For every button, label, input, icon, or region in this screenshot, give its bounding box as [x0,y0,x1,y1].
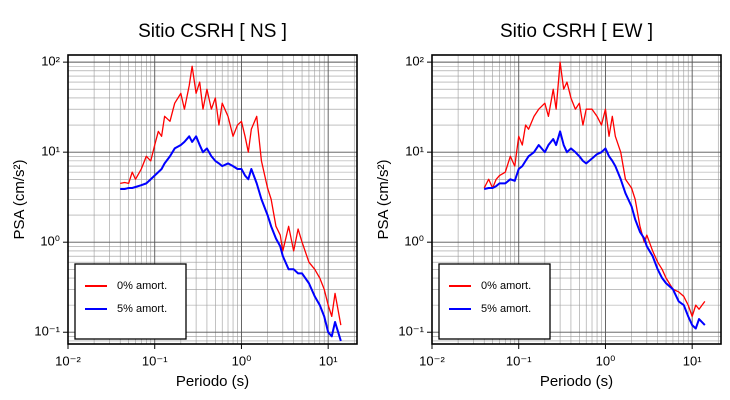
series-line [120,65,342,326]
y-tick-label: 10⁻¹ [398,324,424,339]
x-tick-label: 10⁻² [55,353,81,368]
x-tick-label: 10¹ [683,353,702,368]
y-axis-label: PSA (cm/s²) [11,159,28,239]
y-tick-label: 10² [405,54,424,69]
legend-label: 0% amort. [481,280,531,292]
x-tick-label: 10⁰ [596,353,616,368]
plot-frame [67,54,358,345]
x-tick-label: 10⁻² [419,353,445,368]
legend-label: 0% amort. [117,280,167,292]
x-axis-label: Periodo (s) [176,373,249,390]
x-tick-label: 10⁰ [232,353,252,368]
x-tick-label: 10⁻¹ [506,353,532,368]
x-tick-label: 10¹ [319,353,338,368]
y-tick-label: 10¹ [405,144,424,159]
y-tick-label: 10⁻¹ [34,324,60,339]
x-axis-label: Periodo (s) [540,373,613,390]
legend-label: 5% amort. [117,303,167,315]
y-tick-label: 10¹ [41,144,60,159]
series-line [120,135,342,342]
series-line [483,61,706,318]
legend-box [74,263,187,340]
chart-title: Sitio CSRH [ EW ] [500,21,653,42]
y-tick-label: 10⁰ [404,234,424,249]
x-tick-label: 10⁻¹ [142,353,168,368]
y-tick-label: 10⁰ [40,234,60,249]
series-line [483,130,706,330]
legend-label: 5% amort. [481,303,531,315]
chart-title: Sitio CSRH [ NS ] [138,21,287,42]
y-tick-label: 10² [41,54,60,69]
y-axis-label: PSA (cm/s²) [375,159,392,239]
legend-box [438,263,551,340]
plot-frame [431,54,722,345]
